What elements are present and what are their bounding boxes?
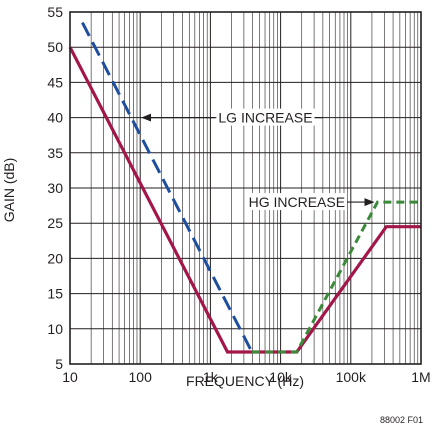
y-tick-label: 40	[47, 110, 63, 126]
y-axis-label: GAIN (dB)	[1, 158, 17, 223]
grid	[69, 11, 422, 365]
y-tick-label: 35	[47, 145, 63, 161]
y-tick-label: 50	[47, 39, 63, 55]
annotation-background	[216, 108, 315, 126]
y-tick-label: 5	[55, 356, 63, 372]
y-tick-label: 10	[47, 321, 63, 337]
series-group	[68, 21, 421, 354]
y-tick-label: 45	[47, 74, 63, 90]
x-tick-label: 1M	[411, 369, 430, 385]
y-tick-label: 25	[47, 215, 63, 231]
x-tick-label: 10	[62, 369, 78, 385]
plot-frame	[69, 11, 422, 365]
series-line-2	[81, 21, 254, 353]
y-tick-label: 20	[47, 250, 63, 266]
plot-border	[69, 11, 422, 365]
annotation-label-1: LG INCREASE	[218, 110, 312, 126]
series-line-1	[68, 46, 421, 354]
x-tick-label: 10k	[269, 369, 293, 385]
annotation-background	[246, 193, 348, 211]
figure-id: 88002 F01	[380, 415, 423, 425]
y-tick-label: 15	[47, 286, 63, 302]
annotation-label-2: HG INCREASE	[249, 194, 345, 210]
annotations: LG INCREASE HG INCREASE	[141, 108, 375, 211]
y-tick-label: 55	[47, 4, 63, 20]
series-line-3	[251, 200, 421, 354]
x-tick-label: 100k	[336, 369, 367, 385]
x-tick-label: 1k	[203, 369, 219, 385]
x-axis-label: FREQUENCY (Hz)	[186, 373, 304, 389]
x-tick-label: 100	[129, 369, 153, 385]
y-tick-label: 30	[47, 180, 63, 196]
